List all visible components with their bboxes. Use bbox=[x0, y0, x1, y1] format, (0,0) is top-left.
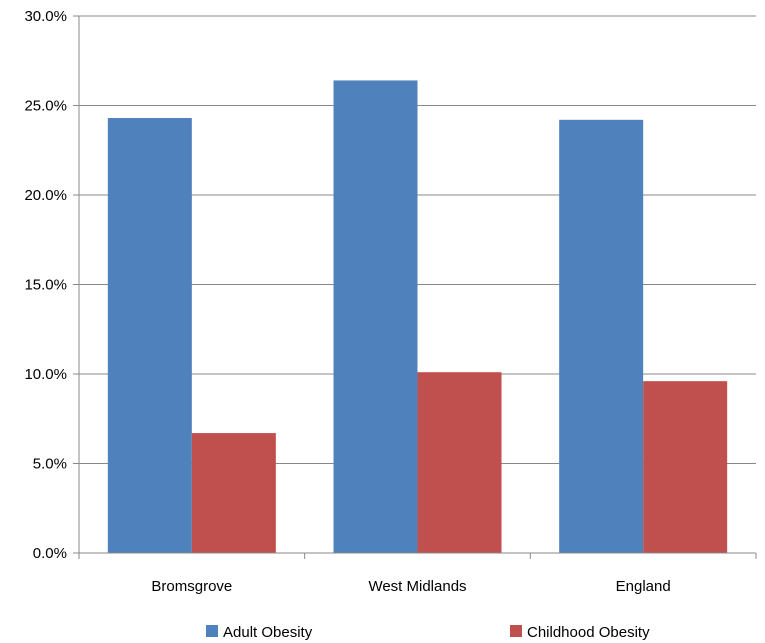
y-tick-label: 5.0% bbox=[33, 456, 67, 473]
y-axis-tick-labels: 0.0% 5.0% 10.0% 15.0% 20.0% 25.0% 30.0% bbox=[24, 8, 67, 562]
y-tick-label: 30.0% bbox=[24, 8, 67, 25]
x-category-label: England bbox=[616, 578, 671, 595]
y-tick-label: 25.0% bbox=[24, 98, 67, 115]
bar-adult-1 bbox=[333, 80, 418, 553]
y-tick-label: 15.0% bbox=[24, 277, 67, 294]
axes bbox=[78, 16, 757, 559]
legend-swatch-childhood bbox=[510, 625, 522, 637]
x-axis-category-labels: Bromsgrove West Midlands England bbox=[151, 578, 670, 595]
bar-childhood-0 bbox=[191, 433, 276, 553]
x-category-label: Bromsgrove bbox=[151, 578, 232, 595]
legend-swatch-adult bbox=[206, 625, 218, 637]
y-tick-label: 20.0% bbox=[24, 187, 67, 204]
y-tick-label: 0.0% bbox=[33, 545, 67, 562]
bar-childhood-2 bbox=[643, 381, 728, 553]
y-tick-label: 10.0% bbox=[24, 366, 67, 383]
bar-childhood-1 bbox=[417, 372, 502, 553]
x-category-label: West Midlands bbox=[368, 578, 466, 595]
bar-adult-0 bbox=[107, 118, 192, 553]
legend-label-childhood: Childhood Obesity bbox=[527, 624, 650, 641]
bar-adult-2 bbox=[559, 119, 644, 553]
legend: Adult Obesity Childhood Obesity bbox=[206, 624, 650, 641]
legend-label-adult: Adult Obesity bbox=[223, 624, 313, 641]
bars bbox=[107, 80, 728, 553]
